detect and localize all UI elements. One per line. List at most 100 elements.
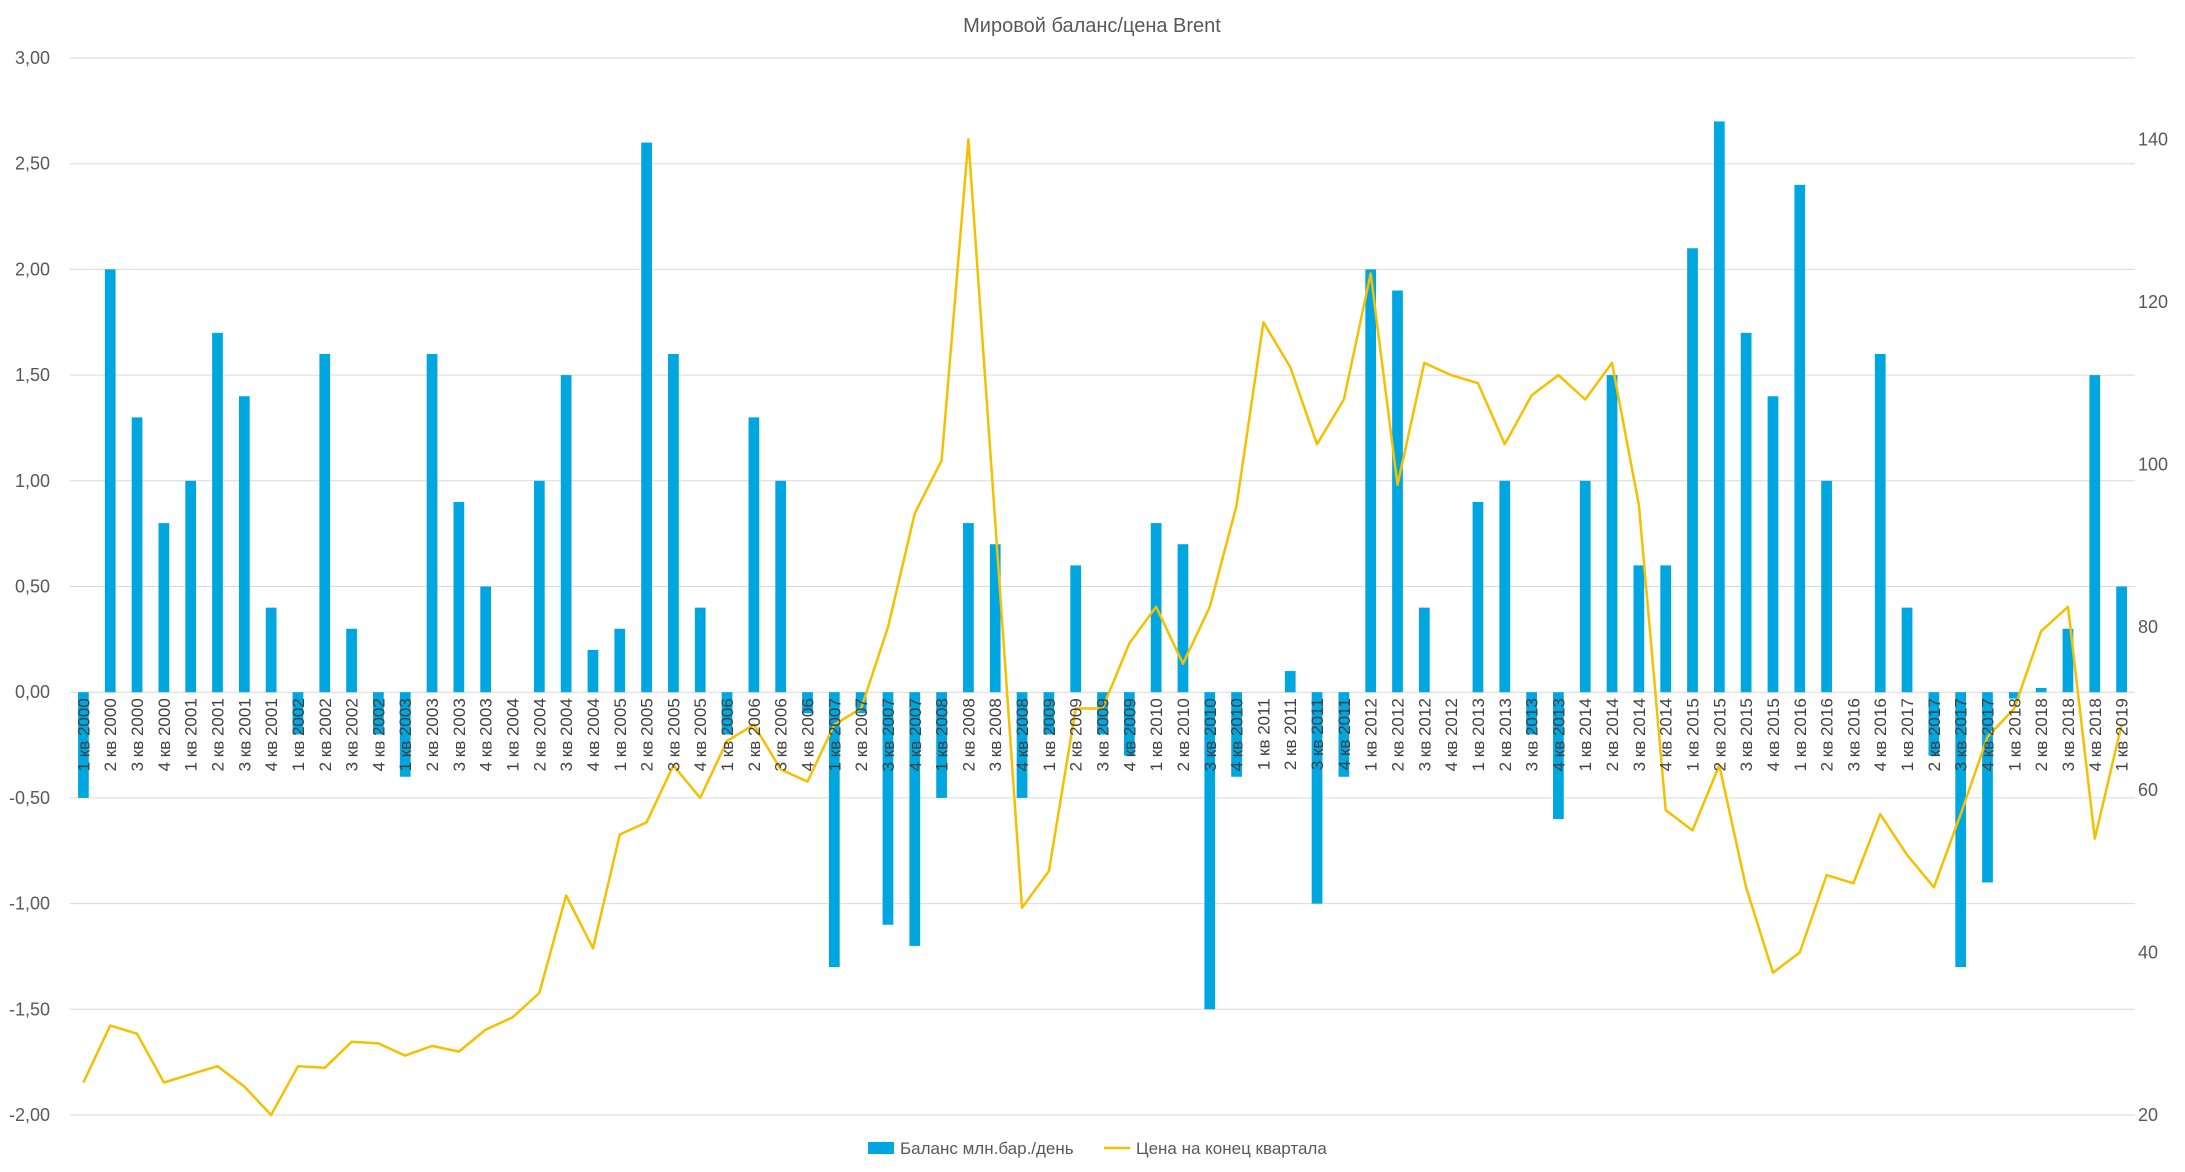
category-label: 4 кв 2004	[584, 698, 603, 771]
category-label: 2 кв 2005	[638, 698, 657, 771]
legend-label-balance: Баланс млн.бар./день	[900, 1139, 1074, 1158]
bar	[2062, 628, 2074, 693]
left-tick-label: 0,00	[15, 682, 50, 702]
left-tick-label: 3,00	[15, 48, 50, 68]
right-tick-label: 20	[2138, 1105, 2158, 1125]
bar	[1365, 269, 1377, 693]
category-label: 3 кв 2018	[2059, 698, 2078, 771]
right-tick-label: 140	[2138, 129, 2168, 149]
bar	[1123, 692, 1135, 756]
category-label: 3 кв 2003	[450, 698, 469, 771]
category-label: 4 кв 2015	[1764, 698, 1783, 771]
bar	[1579, 480, 1591, 693]
category-label: 2 кв 2008	[959, 698, 978, 771]
bar	[292, 692, 304, 735]
bar	[533, 480, 545, 693]
category-label: 3 кв 2006	[772, 698, 791, 771]
bar	[1204, 692, 1216, 1010]
left-axis: 3,00 2,50 2,00 1,50 1,00 0,50 0,00 -0,50 -1,00 -1…	[9, 48, 50, 1125]
right-tick-label: 120	[2138, 292, 2168, 312]
category-label: 1 кв 2017	[1898, 698, 1917, 771]
bar	[668, 353, 679, 693]
bar	[1311, 692, 1323, 904]
bar	[1874, 353, 1886, 693]
category-label: 2 кв 2015	[1710, 698, 1729, 771]
category-label: 3 кв 2005	[664, 698, 683, 771]
category-label: 3 кв 2002	[343, 698, 362, 771]
bar	[828, 692, 840, 968]
category-label: 2 кв 2014	[1603, 698, 1622, 771]
bar	[1901, 607, 1913, 693]
category-label: 2 кв 2011	[1281, 698, 1300, 770]
legend-label-price: Цена на конец квартала	[1136, 1139, 1327, 1158]
category-label: 3 кв 2009	[1094, 698, 1113, 771]
category-label: 3 кв 2015	[1737, 698, 1756, 771]
category-label: 2 кв 2009	[1067, 698, 1086, 771]
bar	[1660, 565, 1672, 693]
category-label: 3 кв 2004	[557, 698, 576, 771]
category-label: 3 кв 2014	[1630, 698, 1649, 771]
bar	[1687, 248, 1698, 693]
bar	[104, 269, 116, 693]
bar	[614, 628, 626, 693]
category-label: 4 кв 2006	[799, 698, 818, 771]
category-label: 2 кв 2007	[852, 698, 871, 771]
category-label: 1 кв 2010	[1147, 698, 1166, 771]
category-label: 2 кв 2018	[2032, 698, 2051, 771]
bar	[480, 586, 492, 693]
bar	[587, 649, 599, 693]
bar	[1713, 121, 1725, 693]
bar	[212, 332, 223, 693]
left-tick-label: -1,50	[9, 999, 50, 1019]
bar	[2089, 375, 2101, 693]
bar	[694, 607, 706, 693]
bar	[775, 480, 787, 693]
bar	[1070, 565, 1082, 693]
category-label: 1 кв 2003	[396, 698, 415, 771]
legend-swatch-balance	[868, 1142, 894, 1154]
category-label: 4 кв 2017	[1979, 698, 1998, 771]
bar	[185, 480, 197, 693]
left-tick-label: 2,50	[15, 154, 50, 174]
category-label: 4 кв 2007	[906, 698, 925, 771]
bar	[1606, 375, 1618, 693]
bar	[399, 692, 411, 777]
category-label: 4 кв 2010	[1228, 698, 1247, 771]
category-label: 4 кв 2011	[1335, 698, 1354, 770]
bar	[2116, 586, 2127, 693]
bar	[882, 692, 894, 925]
right-tick-label: 100	[2138, 455, 2168, 475]
bar	[721, 692, 733, 735]
category-label: 1 кв 2000	[74, 698, 93, 771]
category-label: 4 кв 2012	[1442, 698, 1461, 771]
bar	[748, 417, 760, 693]
bar	[131, 417, 143, 693]
category-label: 3 кв 2001	[235, 698, 254, 771]
right-tick-label: 80	[2138, 617, 2158, 637]
category-label: 4 кв 2013	[1549, 698, 1568, 771]
bar	[855, 692, 867, 714]
category-label: 4 кв 2003	[477, 698, 496, 771]
bar	[2035, 687, 2047, 693]
bar	[1418, 607, 1430, 693]
bar	[1821, 480, 1832, 693]
category-label: 4 кв 2001	[262, 698, 281, 771]
left-tick-label: 1,50	[15, 365, 50, 385]
category-label: 1 кв 2019	[2113, 698, 2132, 771]
bar	[265, 607, 277, 693]
bar	[1553, 692, 1564, 820]
category-labels: 1 кв 2000 2 кв 2000 3 кв 2000 4 кв 2000 1 кв…	[74, 698, 2131, 771]
bar	[1338, 692, 1350, 777]
category-label: 3 кв 2010	[1201, 698, 1220, 771]
category-label: 1 кв 2015	[1684, 698, 1703, 771]
bar	[560, 375, 572, 693]
bar	[909, 692, 921, 946]
category-label: 2 кв 2003	[423, 698, 442, 771]
category-label: 1 кв 2007	[825, 698, 844, 771]
bar	[1767, 396, 1779, 693]
bar	[453, 501, 465, 693]
left-tick-label: -0,50	[9, 788, 50, 808]
category-label: 4 кв 2014	[1657, 698, 1676, 771]
bar	[2008, 692, 2020, 699]
category-label: 1 кв 2014	[1576, 698, 1595, 771]
